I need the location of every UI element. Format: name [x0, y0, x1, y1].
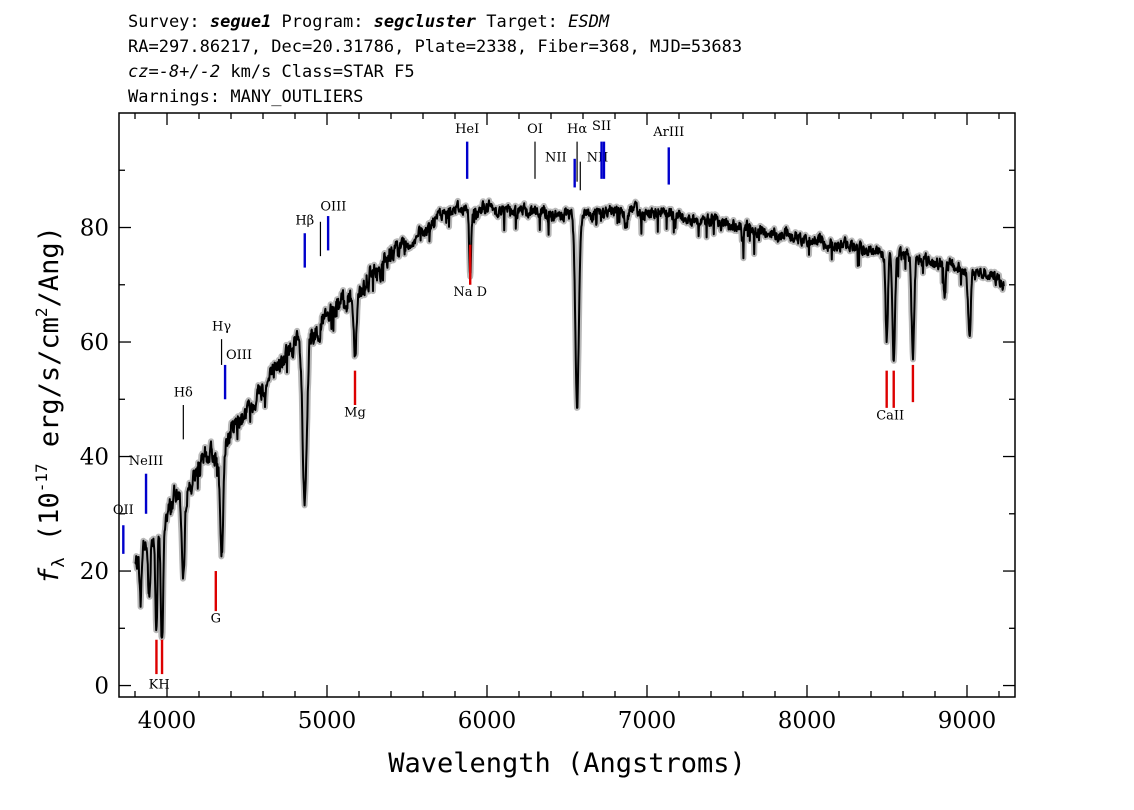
absorption-line-label: Mg	[344, 405, 366, 420]
emission-line-label: NeIII	[129, 454, 163, 469]
emission-line-label: Hα	[567, 122, 587, 137]
program-value: segcluster	[374, 12, 477, 32]
y-axis-label: fλ (10-17 erg/s/cm2/Ang)	[32, 226, 69, 584]
emission-line-label: ArIII	[652, 125, 684, 140]
y-tick-label: 40	[80, 445, 109, 471]
header-line-2: RA=297.86217, Dec=20.31786, Plate=2338, …	[128, 37, 742, 57]
x-tick-label: 8000	[778, 708, 837, 734]
x-tick-label: 7000	[618, 708, 677, 734]
x-tick-label: 9000	[938, 708, 997, 734]
flux-line	[134, 199, 1005, 639]
emission-line-label: OI	[527, 122, 543, 137]
absorption-line-label: K	[0, 0, 5, 4]
emission-line-label: OII	[113, 503, 134, 518]
emission-line-label: HeI	[455, 122, 479, 137]
x-axis-label: Wavelength (Angstroms)	[388, 748, 746, 779]
x-tick-label: 6000	[458, 708, 517, 734]
header-line-3: cz=-8+/-2 km/s Class=STAR F5	[128, 62, 415, 82]
emission-line-label: SII	[592, 119, 611, 134]
y-label-mid: erg/s/cm	[34, 317, 65, 463]
target-label: Target:	[476, 12, 568, 32]
absorption-line-markers: KH G Mg Na D CaII KH	[0, 0, 915, 692]
emission-line-label: Hβ	[295, 214, 314, 229]
y-tick-label: 20	[80, 559, 109, 585]
survey-label: Survey:	[128, 12, 210, 32]
emission-line-label: OIII	[226, 348, 252, 363]
emission-line-label: OIII	[320, 199, 346, 214]
absorption-line-label: H	[0, 0, 6, 4]
y-label-f: f	[34, 567, 65, 584]
header-line-1: Survey: segue1 Program: segcluster Targe…	[128, 12, 610, 32]
emission-line-label: Hδ	[174, 385, 193, 400]
y-label-pre: (10	[34, 492, 65, 557]
absorption-line-label: Na D	[453, 285, 487, 300]
survey-value: segue1	[210, 12, 271, 32]
y-axis-ticks: 0 20 40 60 80	[80, 169, 1015, 700]
header-line-4: Warnings: MANY_OUTLIERS	[128, 87, 363, 107]
y-label-exp2: 2	[32, 307, 51, 317]
plot-frame	[118, 112, 1016, 698]
y-tick-label: 80	[80, 216, 109, 242]
y-label-post: /Ang)	[34, 226, 65, 307]
emission-line-label: Hγ	[212, 320, 231, 335]
flux-error-band	[132, 197, 1007, 641]
absorption-line-label: KH	[149, 677, 170, 692]
spectrum-header: Survey: segue1 Program: segcluster Targe…	[128, 12, 742, 107]
redshift-value: cz=-8+/-2	[128, 62, 220, 82]
absorption-line-label: G	[211, 612, 221, 627]
class-value: km/s Class=STAR F5	[220, 62, 414, 82]
y-tick-label: 60	[80, 330, 109, 356]
y-label-exp1: -17	[32, 463, 51, 492]
y-tick-label: 0	[94, 674, 109, 700]
emission-line-label: NII	[545, 151, 567, 166]
x-tick-label: 5000	[298, 708, 357, 734]
spectrum-plot	[132, 197, 1007, 641]
y-label-sub: λ	[49, 557, 69, 567]
program-label: Program:	[271, 12, 373, 32]
target-value: ESDM	[568, 12, 610, 32]
x-tick-label: 4000	[138, 708, 197, 734]
absorption-line-label: CaII	[876, 408, 904, 423]
x-axis-ticks: 4000 5000 6000 7000 8000 9000	[134, 113, 1000, 734]
